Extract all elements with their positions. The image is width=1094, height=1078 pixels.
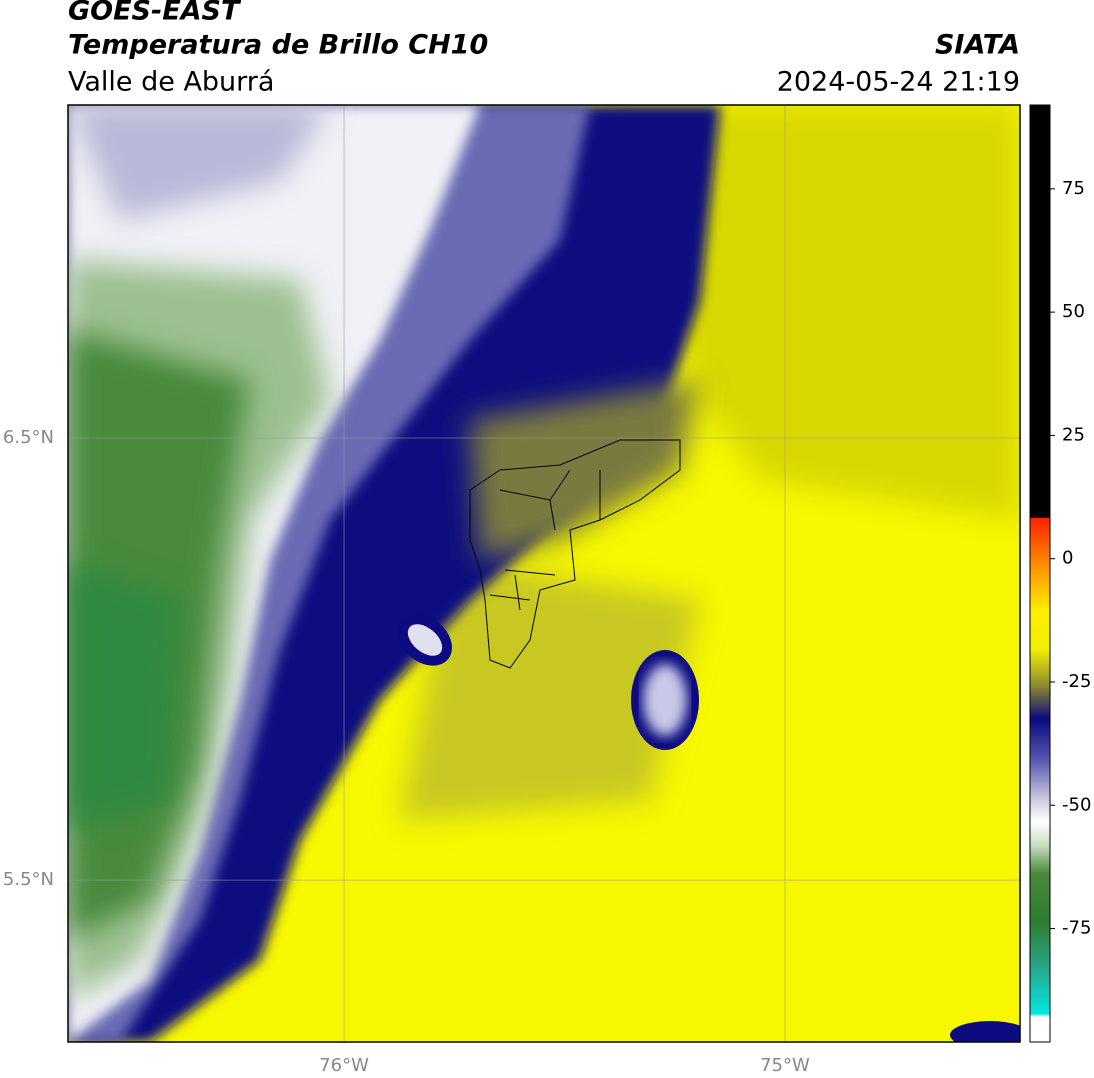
colorbar-tick-label: 0	[1062, 548, 1073, 569]
y-tick-label: 6.5°N	[3, 427, 54, 448]
product: Temperatura de Brillo CH10	[68, 30, 488, 61]
graticule	[68, 105, 1020, 1042]
agency: SIATA	[935, 30, 1020, 61]
colorbar-tick-label: -25	[1062, 671, 1091, 692]
region: Valle de Aburrá	[68, 67, 274, 98]
colorbar	[1029, 104, 1051, 1043]
x-tick-label: 76°W	[319, 1055, 369, 1076]
x-tick-label: 75°W	[760, 1055, 810, 1076]
colorbar-tick-label: -75	[1062, 918, 1091, 939]
satellite-image	[68, 105, 1020, 1042]
colorbar-tick-label: 75	[1062, 178, 1085, 199]
timestamp: 2024-05-24 21:19	[777, 67, 1020, 98]
y-tick-label: 5.5°N	[3, 869, 54, 890]
satellite: GOES-EAST	[68, 0, 242, 27]
colorbar-tick-label: 50	[1062, 301, 1085, 322]
colorbar-tick-label: 25	[1062, 424, 1085, 445]
map-frame	[67, 104, 1021, 1043]
colorbar-tick-label: -50	[1062, 794, 1091, 815]
